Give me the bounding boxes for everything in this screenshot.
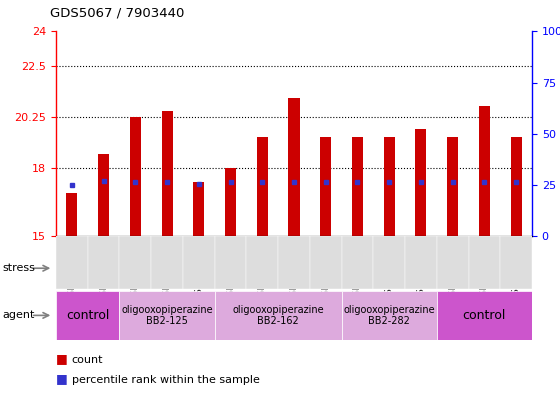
- Text: oligooxopiperazine
BB2-282: oligooxopiperazine BB2-282: [343, 305, 435, 326]
- Text: ■: ■: [56, 353, 68, 365]
- Bar: [384, 137, 395, 236]
- Bar: [225, 168, 236, 236]
- Text: count: count: [72, 356, 103, 365]
- Bar: [342, 236, 374, 289]
- Bar: [119, 236, 151, 289]
- Bar: [151, 236, 183, 289]
- Bar: [119, 248, 532, 289]
- Bar: [130, 117, 141, 236]
- Bar: [310, 236, 342, 289]
- Bar: [416, 129, 427, 236]
- Text: percentile rank within the sample: percentile rank within the sample: [72, 375, 259, 385]
- Text: GDS5067 / 7903440: GDS5067 / 7903440: [50, 7, 185, 20]
- Bar: [256, 137, 268, 236]
- Bar: [288, 98, 300, 236]
- Bar: [183, 236, 214, 289]
- Bar: [500, 236, 532, 289]
- Bar: [56, 236, 88, 289]
- Bar: [511, 137, 522, 236]
- Bar: [214, 236, 246, 289]
- Text: control: control: [463, 309, 506, 322]
- Text: oligooxopiperazine
BB2-125: oligooxopiperazine BB2-125: [122, 305, 213, 326]
- Bar: [56, 248, 119, 289]
- Text: normoxia: normoxia: [62, 263, 114, 273]
- Bar: [161, 111, 172, 236]
- Bar: [66, 193, 77, 236]
- Bar: [479, 107, 490, 236]
- Bar: [374, 236, 405, 289]
- Bar: [447, 137, 458, 236]
- Text: agent: agent: [3, 310, 35, 320]
- Bar: [88, 236, 119, 289]
- Bar: [352, 137, 363, 236]
- Bar: [214, 291, 342, 340]
- Bar: [246, 236, 278, 289]
- Bar: [119, 291, 214, 340]
- Text: oligooxopiperazine
BB2-162: oligooxopiperazine BB2-162: [232, 305, 324, 326]
- Bar: [469, 236, 500, 289]
- Text: stress: stress: [3, 263, 36, 273]
- Bar: [278, 236, 310, 289]
- Bar: [342, 291, 437, 340]
- Bar: [320, 137, 332, 236]
- Bar: [437, 291, 532, 340]
- Text: ■: ■: [56, 372, 68, 385]
- Bar: [193, 182, 204, 236]
- Bar: [405, 236, 437, 289]
- Bar: [437, 236, 469, 289]
- Bar: [98, 154, 109, 236]
- Text: control: control: [66, 309, 109, 322]
- Text: hypoxia: hypoxia: [304, 263, 348, 273]
- Bar: [56, 291, 119, 340]
